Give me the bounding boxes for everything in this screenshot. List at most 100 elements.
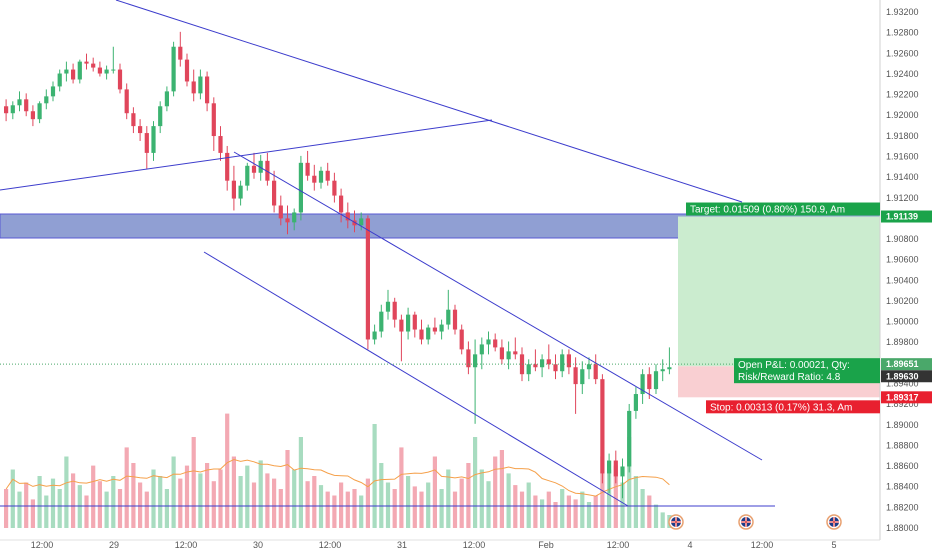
volume-bar (620, 482, 625, 528)
price-tick-label: 1.91200 (886, 193, 919, 203)
price-tick-label: 1.90800 (886, 234, 919, 244)
candle-body (600, 379, 605, 474)
candle-body (164, 91, 169, 107)
candle-body (158, 106, 163, 127)
volume-bar (406, 476, 411, 528)
candle-body (399, 319, 404, 332)
target-price-badge-background (881, 210, 932, 223)
stop-label[interactable]: Stop: 0.00313 (0.17%) 31.3, Am (710, 402, 852, 413)
volume-bar (138, 482, 143, 528)
candle-body (91, 63, 96, 68)
stop-price-badge-background (881, 391, 932, 404)
descending-resistance-line[interactable] (115, 0, 743, 203)
rising-support-line[interactable] (0, 119, 493, 191)
uk-flag-icon[interactable] (668, 514, 684, 530)
volume-bar (553, 502, 558, 528)
pnl-label[interactable]: Open P&L: 0.00021, Qty: (738, 360, 850, 371)
volume-bar (64, 456, 69, 528)
volume-bar (117, 489, 123, 528)
price-tick-label: 1.90000 (886, 317, 919, 327)
volume-bar (345, 491, 350, 528)
candle-body (365, 218, 370, 340)
candle-body (526, 364, 531, 375)
candle-body (71, 69, 76, 80)
volume-bar (44, 495, 49, 528)
volume-bar (198, 473, 203, 528)
candle-body (278, 205, 283, 219)
entry-price-badge: 1.89630 (886, 371, 919, 381)
candle-body (211, 103, 216, 137)
volume-bar (426, 482, 431, 528)
candle-body (566, 354, 571, 368)
candle-body (499, 347, 504, 360)
time-axis[interactable]: 12:00 29 12:00 30 12:00 31 12:00 Feb 12:00 4 12:00… (0, 539, 880, 550)
candle-body (312, 175, 317, 183)
price-axis-background (880, 0, 932, 550)
volume-bar (385, 482, 391, 528)
volume-bar (540, 499, 545, 528)
target-price-badge: 1.91139 (886, 212, 918, 222)
volume-bar (560, 489, 565, 528)
candle-body (258, 160, 263, 173)
price-tick-label: 1.90400 (886, 275, 919, 285)
stop-price-badge: 1.89317 (886, 392, 919, 402)
time-tick-label: 12:00 (31, 540, 54, 550)
volume-bar (17, 491, 22, 528)
candle-body (633, 394, 638, 411)
volume-bar (647, 495, 652, 528)
candle-body (30, 111, 35, 120)
volume-bar (533, 495, 538, 528)
price-tick-label: 1.89000 (886, 420, 919, 430)
candle-body (17, 99, 22, 106)
candle-body (272, 180, 277, 206)
volume-bar (439, 489, 444, 528)
candle-body (493, 339, 498, 348)
volume-bar (399, 447, 404, 528)
volume-bar (238, 476, 243, 528)
uk-flag-icon[interactable] (738, 514, 754, 530)
time-tick-label: Feb (538, 540, 554, 550)
volume-bar (171, 456, 176, 528)
rr-label-background (734, 370, 880, 384)
candle-body (466, 349, 471, 368)
volume-bar (84, 495, 89, 528)
volume-layer (4, 413, 672, 528)
volume-bar (298, 437, 303, 528)
channel-lower-line[interactable] (203, 251, 629, 507)
candle-body (144, 133, 149, 153)
volume-bar (493, 456, 498, 528)
candle-body (593, 364, 598, 380)
volume-bar (218, 469, 223, 528)
price-tick-label: 1.92600 (886, 48, 919, 58)
candle-body (305, 162, 310, 176)
candle-body (553, 364, 558, 372)
target-label[interactable]: Target: 0.01509 (0.80%) 150.9, Am (690, 205, 845, 216)
price-tick-label: 1.88800 (886, 440, 919, 450)
candle-body (265, 160, 270, 181)
volume-bar (513, 485, 518, 528)
rr-label[interactable]: Risk/Reward Ratio: 4.8 (738, 372, 841, 383)
volume-bar (573, 499, 578, 528)
channel-upper-line[interactable] (233, 151, 763, 461)
volume-bar (627, 437, 632, 528)
price-axis[interactable]: 1.93200 1.92800 1.92600 1.92400 1.92200 1.920… (879, 0, 932, 550)
volume-bar (446, 469, 451, 528)
position-tool[interactable]: Target: 0.01509 (0.80%) 150.9, Am Open P&… (0, 202, 932, 414)
candle-body (10, 105, 15, 114)
time-tick-label: 30 (253, 540, 263, 550)
events-layer[interactable] (668, 514, 842, 530)
candle-body (205, 76, 210, 104)
volume-bar (459, 478, 464, 528)
candle-body (151, 126, 156, 153)
volume-bar (660, 512, 665, 528)
time-tick-label: 12:00 (463, 540, 486, 550)
volume-bar (372, 424, 377, 528)
candle-body (385, 301, 391, 312)
candle-body (4, 106, 9, 114)
volume-bar (607, 469, 612, 528)
uk-flag-icon[interactable] (826, 514, 842, 530)
trendlines-layer[interactable] (0, 0, 775, 507)
time-tick-label: 12:00 (607, 540, 630, 550)
volume-bar (211, 481, 216, 528)
